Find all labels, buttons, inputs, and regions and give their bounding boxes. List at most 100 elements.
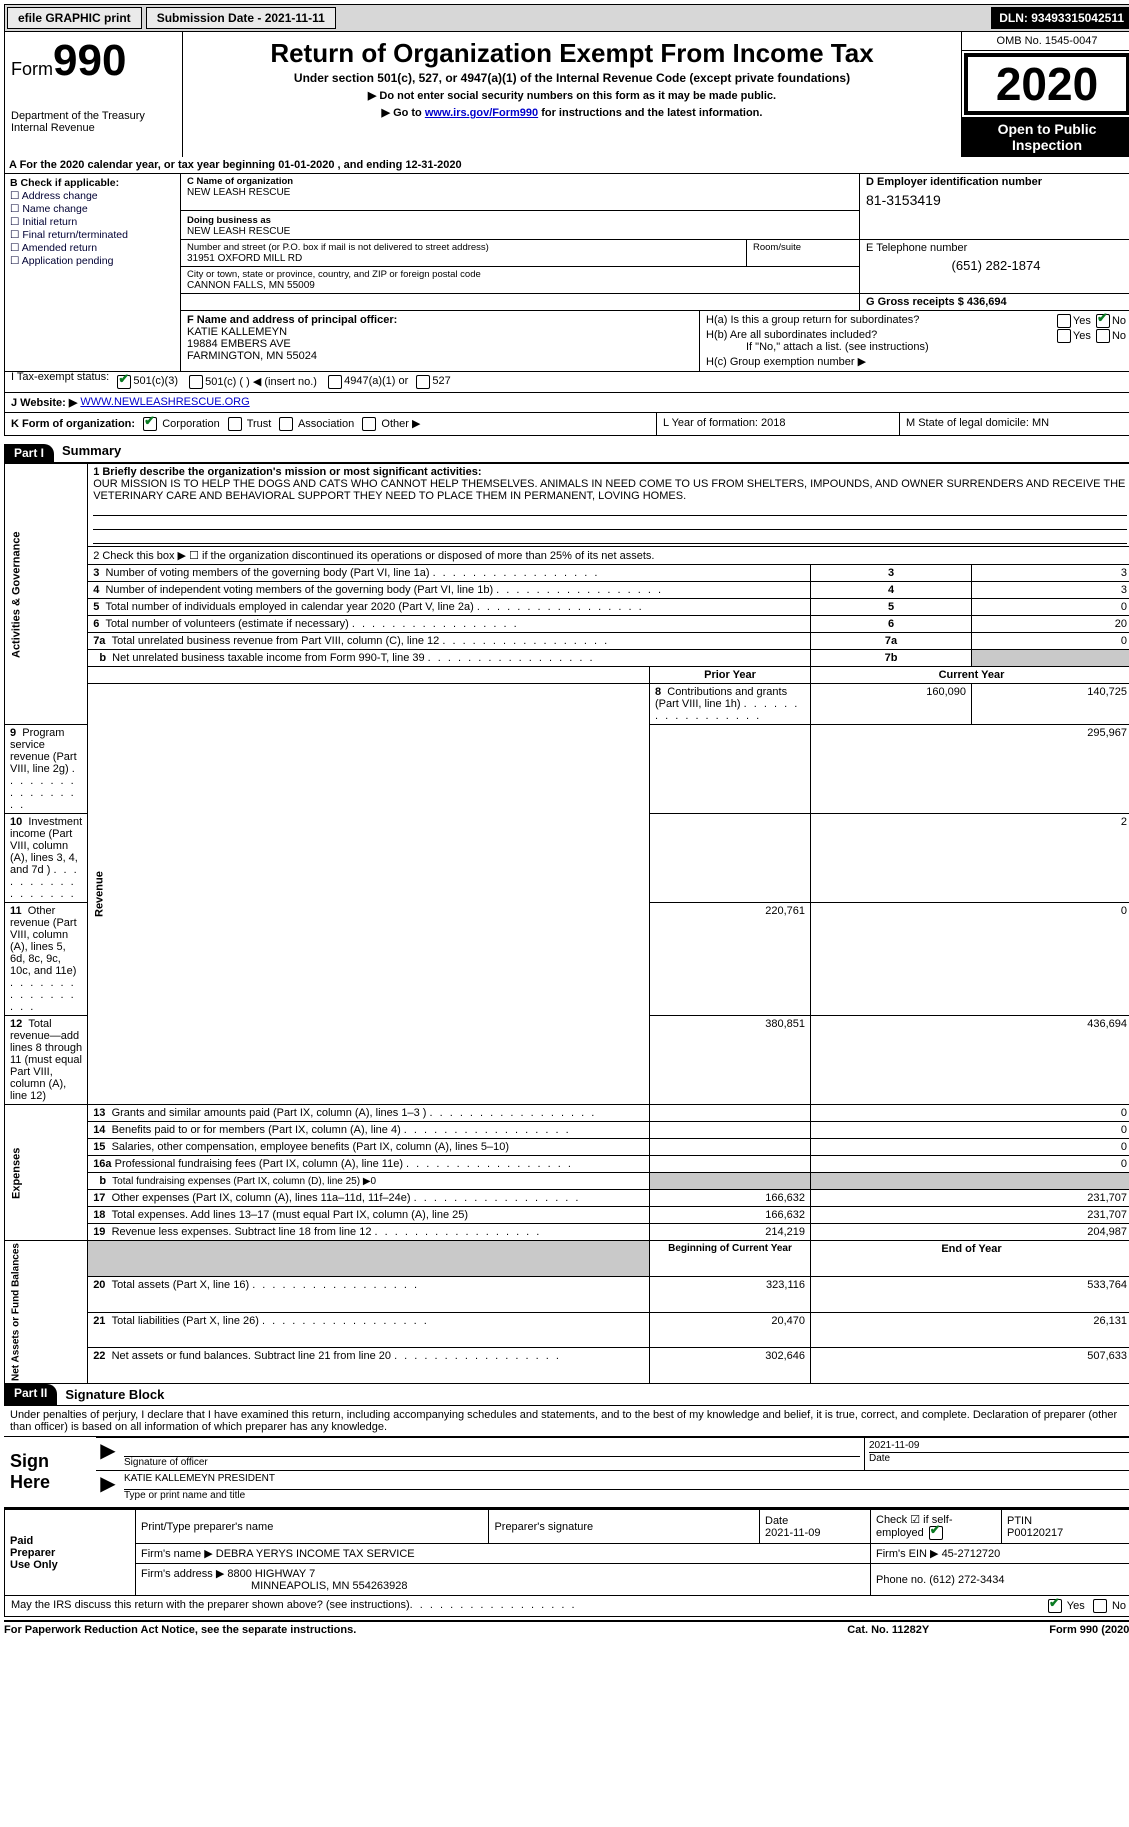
- note-goto-pre: ▶ Go to: [382, 107, 425, 119]
- may-yes[interactable]: [1048, 1599, 1062, 1613]
- firm-name: DEBRA YERYS INCOME TAX SERVICE: [216, 1548, 415, 1560]
- paid-preparer-label: PaidPreparerUse Only: [5, 1509, 136, 1596]
- klm-row: K Form of organization: Corporation Trus…: [4, 413, 1129, 436]
- open-public-2: Inspection: [1012, 137, 1082, 153]
- table-row: 4 Number of independent voting members o…: [5, 582, 1129, 599]
- room-suite-label: Room/suite: [747, 240, 859, 266]
- summary-table: Activities & Governance 1 Briefly descri…: [4, 463, 1129, 1384]
- table-row: 19 Revenue less expenses. Subtract line …: [5, 1224, 1129, 1241]
- street-value: 31951 OXFORD MILL RD: [187, 253, 302, 264]
- chk-name-change[interactable]: ☐ Name change: [10, 203, 175, 215]
- table-row: 14 Benefits paid to or for members (Part…: [5, 1122, 1129, 1139]
- submission-date-button[interactable]: Submission Date - 2021-11-11: [146, 7, 336, 29]
- ha-label: H(a) Is this a group return for subordin…: [706, 314, 919, 326]
- note-ssn: ▶ Do not enter social security numbers o…: [193, 89, 951, 102]
- note-goto-post: for instructions and the latest informat…: [538, 107, 762, 119]
- table-row: 16a Professional fundraising fees (Part …: [5, 1156, 1129, 1173]
- chk-corporation[interactable]: [143, 417, 157, 431]
- preparer-sig-label: Preparer's signature: [489, 1509, 760, 1544]
- irs-link[interactable]: www.irs.gov/Form990: [425, 107, 538, 119]
- sig-officer-label: Signature of officer: [124, 1457, 208, 1468]
- part1-title: Summary: [54, 440, 129, 462]
- chk-501c[interactable]: [189, 375, 203, 389]
- hc-label: H(c) Group exemption number ▶: [706, 355, 1126, 368]
- chk-association[interactable]: [279, 417, 293, 431]
- vert-activities-governance: Activities & Governance: [5, 464, 88, 725]
- current-year-header: Current Year: [811, 667, 1129, 684]
- page-footer: For Paperwork Reduction Act Notice, see …: [4, 1620, 1129, 1636]
- chk-amended-return[interactable]: ☐ Amended return: [10, 242, 175, 254]
- hb-yes[interactable]: [1057, 329, 1071, 343]
- chk-initial-return[interactable]: ☐ Initial return: [10, 216, 175, 228]
- efile-print-button[interactable]: efile GRAPHIC print: [7, 7, 142, 29]
- may-discuss-text: May the IRS discuss this return with the…: [11, 1599, 410, 1613]
- table-row: b Net unrelated business taxable income …: [5, 650, 1129, 667]
- chk-trust[interactable]: [228, 417, 242, 431]
- part2-title: Signature Block: [57, 1384, 172, 1405]
- prep-date-value: 2021-11-09: [765, 1527, 820, 1539]
- dba-label: Doing business as: [187, 215, 271, 226]
- website-link[interactable]: WWW.NEWLEASHRESCUE.ORG: [80, 396, 249, 409]
- part1-header: Part I: [4, 444, 54, 462]
- ein-value: 81-3153419: [866, 192, 1126, 208]
- form-prefix: Form: [11, 59, 53, 79]
- officer-name-title: KATIE KALLEMEYN PRESIDENT: [124, 1473, 275, 1484]
- table-row: 22 Net assets or fund balances. Subtract…: [5, 1348, 1129, 1384]
- ha-yes[interactable]: [1057, 314, 1071, 328]
- vert-net-assets: Net Assets or Fund Balances: [5, 1241, 88, 1384]
- ha-no[interactable]: [1096, 314, 1110, 328]
- chk-application-pending[interactable]: ☐ Application pending: [10, 255, 175, 267]
- preparer-name-label: Print/Type preparer's name: [136, 1509, 489, 1544]
- chk-address-change[interactable]: ☐ Address change: [10, 190, 175, 202]
- tax-year: 2020: [964, 53, 1129, 115]
- chk-other[interactable]: [362, 417, 376, 431]
- topbar: efile GRAPHIC print Submission Date - 20…: [4, 4, 1129, 32]
- may-no[interactable]: [1093, 1599, 1107, 1613]
- chk-self-employed[interactable]: [929, 1526, 943, 1540]
- officer-addr1: 19884 EMBERS AVE: [187, 338, 291, 350]
- k-label: K Form of organization:: [11, 418, 135, 430]
- firm-addr2: MINNEAPOLIS, MN 554263928: [251, 1580, 408, 1592]
- phone-value: (651) 282-1874: [866, 258, 1126, 273]
- prep-date-label: Date: [765, 1515, 788, 1527]
- hb-label: H(b) Are all subordinates included?: [706, 329, 877, 341]
- dba-name: NEW LEASH RESCUE: [187, 226, 290, 237]
- table-row: 21 Total liabilities (Part X, line 26) 2…: [5, 1312, 1129, 1348]
- table-row: 7a Total unrelated business revenue from…: [5, 633, 1129, 650]
- firm-addr-label: Firm's address ▶: [141, 1568, 224, 1580]
- form-number: 990: [53, 36, 126, 85]
- line1-label: 1 Briefly describe the organization's mi…: [93, 466, 481, 478]
- firm-name-label: Firm's name ▶: [141, 1548, 213, 1560]
- hb-no[interactable]: [1096, 329, 1110, 343]
- chk-501c3[interactable]: [117, 375, 131, 389]
- form-subtitle: Under section 501(c), 527, or 4947(a)(1)…: [193, 71, 951, 85]
- mission-text: OUR MISSION IS TO HELP THE DOGS AND CATS…: [93, 478, 1125, 502]
- form-title: Return of Organization Exempt From Incom…: [193, 38, 951, 69]
- form-header: Form990 Department of the Treasury Inter…: [4, 32, 1129, 157]
- i-label: I Tax-exempt status:: [11, 371, 109, 385]
- paid-preparer-table: PaidPreparerUse Only Print/Type preparer…: [4, 1508, 1129, 1596]
- ptin-value: P00120217: [1007, 1527, 1063, 1539]
- prior-year-header: Prior Year: [650, 667, 811, 684]
- dept-irs: Internal Revenue: [11, 122, 176, 134]
- org-info-block: B Check if applicable: ☐ Address change …: [4, 174, 1129, 372]
- chk-527[interactable]: [416, 375, 430, 389]
- perjury-text: Under penalties of perjury, I declare th…: [4, 1406, 1129, 1436]
- f-officer-label: F Name and address of principal officer:: [187, 314, 397, 326]
- chk-4947[interactable]: [328, 375, 342, 389]
- table-row: 6 Total number of volunteers (estimate i…: [5, 616, 1129, 633]
- table-row: b Total fundraising expenses (Part IX, c…: [5, 1173, 1129, 1190]
- may-discuss-row: May the IRS discuss this return with the…: [4, 1596, 1129, 1617]
- dln-label: DLN: 93493315042511: [991, 7, 1129, 29]
- cat-no: Cat. No. 11282Y: [847, 1624, 929, 1636]
- firm-ein-label: Firm's EIN ▶: [876, 1548, 939, 1560]
- arrow-icon: ▶: [96, 1438, 120, 1470]
- j-label: J Website: ▶: [11, 396, 77, 409]
- table-row: 17 Other expenses (Part IX, column (A), …: [5, 1190, 1129, 1207]
- tax-exempt-row: I Tax-exempt status: 501(c)(3) 501(c) ( …: [4, 372, 1129, 393]
- table-row: 5 Total number of individuals employed i…: [5, 599, 1129, 616]
- sig-date-value: 2021-11-09: [869, 1440, 919, 1451]
- omb-number: OMB No. 1545-0047: [962, 32, 1129, 51]
- chk-final-return[interactable]: ☐ Final return/terminated: [10, 229, 175, 241]
- vert-revenue: Revenue: [88, 684, 650, 1105]
